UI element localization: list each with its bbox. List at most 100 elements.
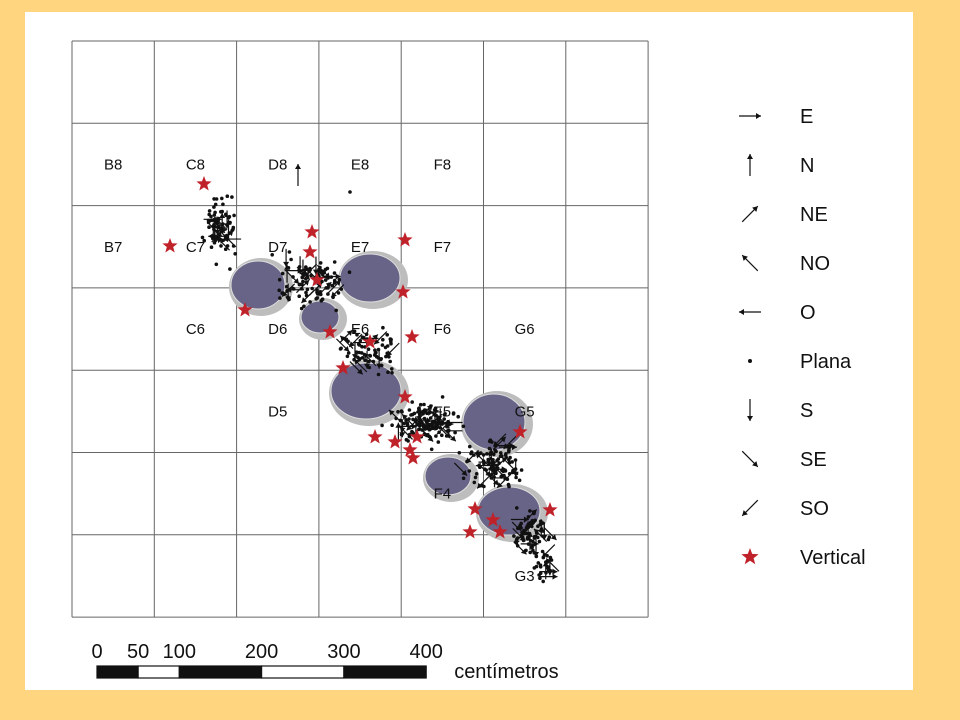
find-vertical-star <box>387 434 403 449</box>
find-plana-dot <box>373 351 378 356</box>
find-plana-dot <box>418 402 423 407</box>
find-plana-dot <box>407 408 412 412</box>
legend: E N NE NO O Plana S SE SO Vertical <box>739 106 866 569</box>
find-arrow-n <box>219 213 226 232</box>
find-arrow-s <box>285 283 292 302</box>
find-plana-dot <box>536 561 541 565</box>
find-arrow-no <box>545 558 560 572</box>
find-plana-dot <box>219 210 223 214</box>
legend-label: SO <box>800 498 829 520</box>
find-plana-dot <box>532 536 537 540</box>
find-arrow-n <box>491 469 498 488</box>
find-plana-dot <box>461 424 466 429</box>
find-plana-dot <box>308 300 312 304</box>
find-plana-dot <box>388 359 393 364</box>
legend-label: N <box>800 155 814 177</box>
find-plana-dot <box>231 225 236 230</box>
find-plana-dot <box>417 406 421 411</box>
legend-item-vertical: Vertical <box>741 547 866 569</box>
arrow-north-icon <box>747 154 753 176</box>
find-plana-dot <box>381 337 385 342</box>
find-plana-dot <box>517 478 522 483</box>
find-plana-dot <box>355 333 359 337</box>
find-plana-dot <box>320 279 324 284</box>
find-arrow-se <box>543 526 557 541</box>
hearth-ellipse <box>300 300 340 334</box>
grid-cell-label: D6 <box>268 321 287 338</box>
find-vertical-star <box>467 501 483 516</box>
find-plana-dot <box>474 472 479 476</box>
find-arrow-ne <box>523 509 538 523</box>
find-arrow-s <box>512 458 519 477</box>
find-plana-dot <box>487 446 492 451</box>
find-plana-dot <box>289 257 293 262</box>
find-plana-dot <box>532 566 537 570</box>
find-plana-dot <box>299 306 304 311</box>
find-plana-dot <box>310 286 315 291</box>
find-arrow-e <box>539 568 558 575</box>
find-arrow-ne <box>318 281 332 296</box>
grid-cell-label-layer: B8 C8 D8 E8 F8 B7 C7 D7 E7 F7 C6 D6 E6 F6 G6 D5 F5 G5 F4 G3 <box>104 156 535 585</box>
find-vertical-star <box>304 224 320 239</box>
find-plana-dot <box>332 260 337 264</box>
find-plana-dot <box>546 537 551 542</box>
legend-item-so: SO <box>741 498 829 520</box>
find-plana-dot <box>358 338 363 343</box>
find-plana-dot <box>538 563 543 567</box>
find-plana-dot <box>482 484 486 489</box>
find-arrow-s <box>533 539 540 558</box>
find-plana-dot <box>440 433 444 438</box>
find-plana-dot <box>410 400 415 404</box>
find-plana-dot <box>230 195 234 199</box>
grid-cell-label: B8 <box>104 156 122 173</box>
find-arrow-n <box>284 264 291 283</box>
find-arrow-e <box>496 442 515 449</box>
find-plana-dot <box>297 294 302 299</box>
legend-item-ne: NE <box>741 204 828 226</box>
find-plana-dot <box>318 261 323 265</box>
find-arrow-n <box>295 164 301 186</box>
find-plana-dot <box>528 550 532 555</box>
find-plana-dot <box>381 325 385 330</box>
find-arrow-se <box>336 338 350 353</box>
find-vertical-star <box>395 284 411 299</box>
find-plana-dot <box>315 296 320 300</box>
find-plana-dot <box>220 196 224 201</box>
scale-bar: 0 50 100 200 300 400 centímetros <box>91 641 558 683</box>
find-plana-dot <box>538 571 543 575</box>
find-plana-dot <box>451 412 456 416</box>
find-plana-dot <box>434 434 438 438</box>
find-plana-dot <box>380 343 385 347</box>
find-plana-dot <box>232 213 236 218</box>
find-plana-dot <box>410 430 415 435</box>
find-arrow-e <box>475 451 494 458</box>
find-plana-dot <box>512 534 516 538</box>
scale-tick-label: 100 <box>163 641 196 663</box>
find-plana-dot <box>323 278 328 282</box>
find-plana-dot <box>200 235 205 240</box>
legend-label: S <box>800 400 813 422</box>
find-plana-dot <box>473 475 478 480</box>
legend-item-plana: Plana <box>748 351 852 373</box>
legend-label: Plana <box>800 351 852 373</box>
find-plana-dot <box>212 197 216 201</box>
find-plana-dot <box>209 245 214 249</box>
find-plana-dot <box>228 267 232 271</box>
find-plana-dot <box>387 355 391 359</box>
find-plana-dot <box>396 410 400 414</box>
legend-item-o: O <box>739 302 816 324</box>
find-plana-dot <box>374 354 379 359</box>
grid-cell-label: E7 <box>351 239 369 256</box>
find-arrow-e <box>488 466 507 473</box>
find-plana-dot <box>519 521 523 526</box>
find-arrow-se <box>512 528 526 542</box>
find-plana-dot <box>332 271 337 275</box>
find-vertical-star <box>367 429 383 444</box>
find-vertical-star <box>512 424 528 439</box>
find-arrow-so <box>330 284 345 298</box>
find-arrow-se <box>419 428 434 442</box>
find-plana-dot <box>507 472 512 476</box>
find-plana-dot <box>486 457 491 462</box>
find-plana-dot <box>469 450 474 454</box>
find-plana-dot <box>530 543 535 548</box>
